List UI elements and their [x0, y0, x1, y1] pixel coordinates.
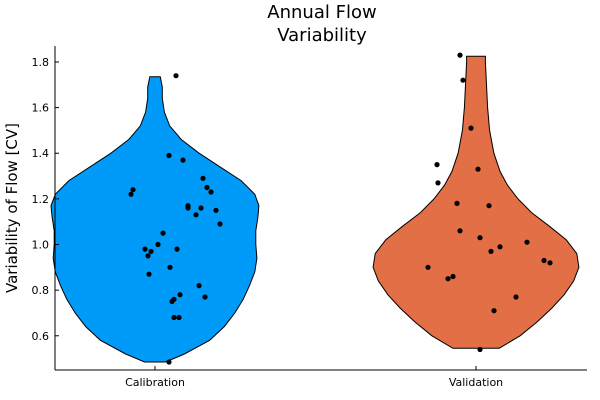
y-tick-label: 0.6: [32, 330, 50, 343]
data-point-validation: [486, 203, 492, 209]
data-point-calibration: [142, 246, 148, 252]
data-point-calibration: [176, 314, 182, 321]
data-point-validation: [488, 248, 494, 254]
data-point-calibration: [213, 207, 219, 213]
data-point-validation: [475, 166, 481, 172]
chart-title-line-2: Variability: [277, 25, 367, 46]
violin-validation: [372, 55, 580, 349]
data-point-validation: [434, 162, 440, 168]
data-point-calibration: [167, 264, 173, 270]
data-point-calibration: [217, 221, 223, 227]
data-point-validation: [425, 264, 431, 270]
violin-calibration: [50, 76, 260, 363]
data-point-validation: [454, 200, 460, 206]
data-point-calibration: [145, 253, 151, 259]
data-point-validation: [450, 273, 456, 280]
data-point-calibration: [204, 184, 210, 191]
x-tick-label-validation: Validation: [449, 376, 503, 389]
x-tick-label-calibration: Calibration: [125, 376, 185, 389]
data-point-calibration: [193, 212, 199, 218]
chart-title-line-1: Annual Flow: [267, 2, 376, 23]
y-tick-label: 1.4: [32, 147, 50, 160]
y-tick-label: 1.2: [32, 193, 50, 206]
data-point-calibration: [173, 73, 179, 79]
data-point-calibration: [177, 292, 183, 298]
data-point-validation: [513, 294, 519, 300]
data-point-calibration: [128, 191, 134, 197]
data-point-calibration: [148, 248, 154, 254]
data-point-calibration: [200, 175, 206, 181]
y-tick-label: 1.6: [32, 102, 50, 115]
y-tick-label: 1.8: [32, 56, 50, 69]
y-axis-label: Variability of Flow [CV]: [3, 123, 21, 293]
data-point-calibration: [180, 157, 186, 163]
data-point-validation: [497, 244, 503, 250]
data-point-calibration: [160, 230, 166, 236]
data-point-calibration: [155, 241, 161, 248]
data-point-calibration: [166, 152, 172, 159]
data-point-calibration: [171, 314, 177, 321]
data-point-calibration: [166, 359, 172, 365]
data-point-calibration: [202, 294, 208, 300]
data-point-validation: [541, 257, 547, 264]
data-point-validation: [524, 239, 530, 245]
data-point-validation: [457, 52, 463, 58]
data-point-calibration: [146, 271, 152, 277]
data-point-validation: [435, 180, 441, 186]
y-tick-label: 0.8: [32, 284, 50, 297]
data-point-validation: [547, 260, 553, 266]
data-point-calibration: [174, 246, 180, 252]
data-point-calibration: [130, 187, 136, 193]
data-point-validation: [468, 125, 474, 131]
data-point-calibration: [171, 296, 177, 302]
data-point-validation: [491, 308, 497, 314]
data-point-calibration: [196, 283, 202, 289]
axes: 0.6 0.8 1.0 1.2 1.4 1.6 1.8 Calibration Validati…: [32, 46, 587, 389]
data-point-calibration: [185, 205, 191, 211]
y-tick-label: 1.0: [32, 239, 50, 252]
data-point-validation: [460, 77, 466, 83]
data-point-validation: [445, 276, 451, 282]
plot-area: [50, 52, 580, 365]
data-point-validation: [477, 346, 483, 353]
data-point-calibration: [198, 205, 204, 211]
data-point-validation: [477, 235, 483, 241]
data-point-calibration: [208, 189, 214, 195]
data-point-validation: [457, 228, 463, 234]
